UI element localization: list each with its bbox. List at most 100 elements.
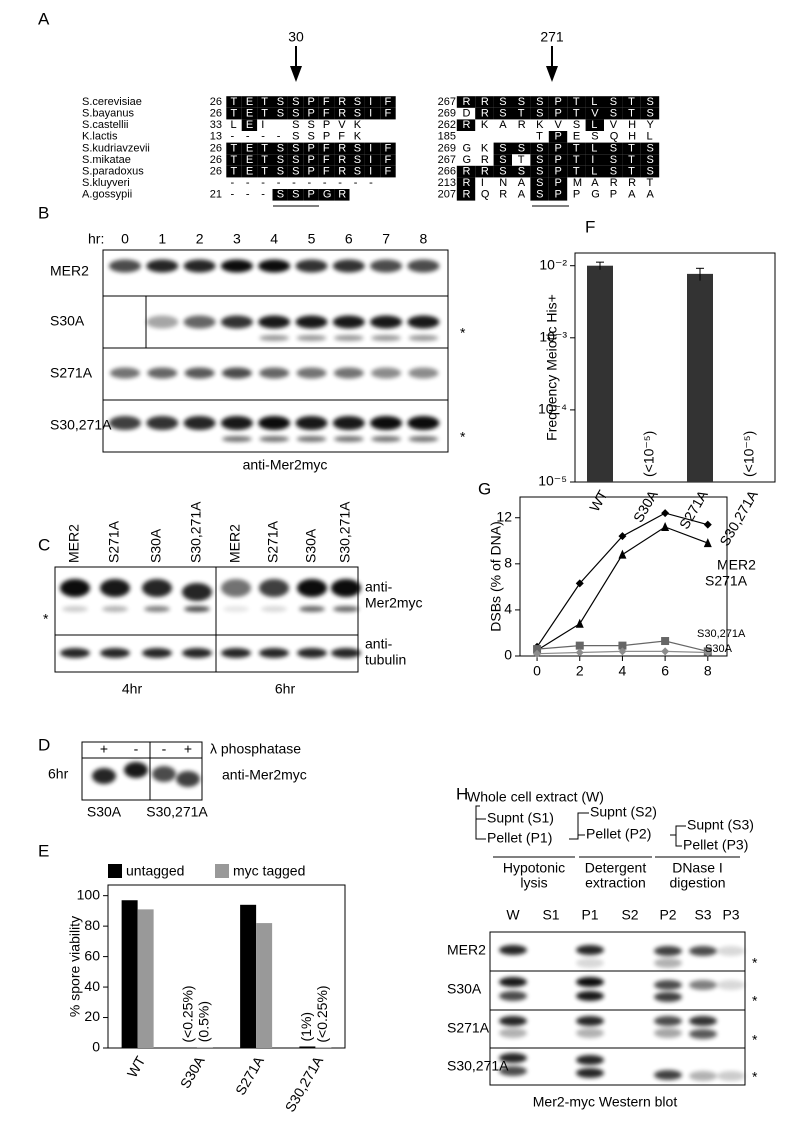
- hour-label: 7: [382, 231, 390, 247]
- gel-band: [333, 606, 359, 612]
- y-tick-label: 4: [504, 601, 512, 617]
- identity-box: [512, 107, 531, 120]
- sequence-start: 267: [438, 154, 456, 166]
- treatment-label: λ phosphatase: [210, 741, 301, 757]
- identity-box: [622, 107, 641, 120]
- sequence-start: 26: [210, 96, 222, 108]
- gel-band: [258, 259, 291, 273]
- residue-number: 271: [540, 29, 564, 45]
- hour-label: 5: [308, 231, 316, 247]
- gel-band: [654, 958, 682, 968]
- y-axis-label: Frequency Meiotic His+: [544, 294, 560, 441]
- sequence-start: 26: [210, 108, 222, 120]
- gel-band: [689, 980, 717, 990]
- arrow-head: [290, 66, 302, 82]
- antibody-label: anti-: [365, 636, 393, 652]
- gel-band: [220, 259, 253, 273]
- gel-band: [182, 583, 212, 601]
- bar: [587, 265, 613, 482]
- identity-box: [530, 142, 549, 155]
- y-tick-label: 10⁻³: [539, 329, 567, 345]
- row-label: S271A: [50, 365, 93, 381]
- identity-box: [241, 119, 258, 131]
- gel-band: [333, 335, 364, 341]
- identity-box: [303, 154, 319, 166]
- identity-box: [530, 96, 549, 108]
- identity-box: [380, 165, 396, 178]
- hour-label: 1: [158, 231, 166, 247]
- identity-box: [287, 165, 304, 178]
- y-tick-label: 20: [84, 1008, 100, 1024]
- identity-box: [303, 142, 319, 155]
- value-label: (1%): [298, 1012, 314, 1042]
- treatment-sign: -: [162, 741, 167, 757]
- y-tick-label: 80: [84, 917, 100, 933]
- gel-band: [60, 579, 90, 597]
- identity-box: [456, 165, 476, 178]
- step-label: DNase I: [672, 860, 723, 876]
- hour-label: 2: [196, 231, 204, 247]
- gel-band: [407, 315, 440, 329]
- identity-box: [567, 165, 586, 178]
- antibody-label: anti-Mer2myc: [243, 457, 328, 473]
- panel-letter: G: [478, 479, 491, 498]
- series-label: S271A: [705, 573, 748, 589]
- identity-box: [567, 96, 586, 108]
- row-label: S30A: [447, 981, 482, 997]
- plot-frame: [107, 884, 346, 1049]
- identity-box: [380, 96, 396, 108]
- plot-frame: [519, 496, 728, 657]
- gel-band: [102, 606, 128, 612]
- gel-band: [124, 762, 148, 778]
- lane-label: S30A: [303, 528, 319, 563]
- identity-box: [226, 96, 242, 108]
- gel-band: [717, 1071, 745, 1081]
- row-label: S271A: [447, 1020, 490, 1036]
- gel-band: [220, 315, 253, 329]
- identity-box: [364, 142, 381, 155]
- hour-label: 3: [233, 231, 241, 247]
- fraction-label: Pellet (P3): [683, 837, 748, 853]
- identity-box: [530, 177, 549, 189]
- gel-band: [576, 1016, 604, 1026]
- identity-box: [567, 154, 586, 166]
- gel-band: [654, 946, 682, 956]
- identity-box: [226, 107, 242, 120]
- identity-box: [456, 177, 476, 189]
- bar: [121, 900, 138, 1048]
- identity-box: [334, 165, 350, 178]
- gel-band: [184, 606, 210, 612]
- marker: [618, 647, 627, 656]
- identity-box: [241, 142, 258, 155]
- identity-box: [257, 142, 273, 155]
- identity-box: [548, 107, 568, 120]
- identity-box: [640, 165, 660, 178]
- sequence-start: 21: [210, 189, 222, 201]
- identity-box: [604, 154, 623, 166]
- identity-box: [585, 154, 604, 166]
- marker: *: [460, 429, 466, 445]
- identity-box: [530, 107, 549, 120]
- lane-label: P1: [581, 907, 598, 923]
- series-label: MER2: [717, 557, 756, 573]
- species-name: S.kluyveri: [82, 177, 130, 189]
- y-tick-label: 10⁻²: [539, 256, 567, 272]
- sequence: LEI SSPVK: [231, 119, 362, 131]
- identity-box: [548, 189, 568, 201]
- identity-box: [604, 96, 623, 108]
- identity-box: [318, 142, 335, 155]
- species-name: S.castellii: [82, 119, 128, 131]
- row-label: S30,271A: [50, 417, 112, 433]
- identity-box: [257, 107, 273, 120]
- value-label: (<10⁻⁵): [741, 431, 757, 477]
- lane-label: S1: [542, 907, 559, 923]
- panel-letter: B: [38, 203, 49, 222]
- identity-box: [475, 96, 494, 108]
- y-tick-label: 60: [84, 947, 100, 963]
- gel-band: [654, 1070, 682, 1080]
- antibody-label: anti-: [365, 579, 393, 595]
- identity-box: [241, 165, 258, 178]
- arrow-head: [546, 66, 558, 82]
